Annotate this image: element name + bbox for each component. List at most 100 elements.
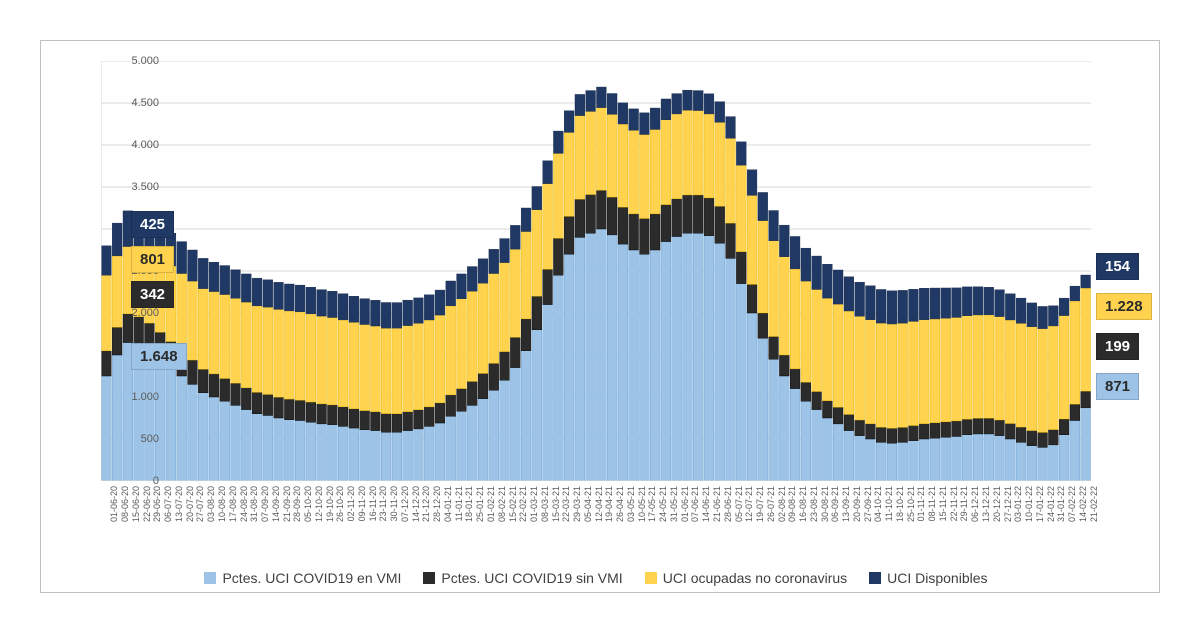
x-tick-label: 22-06-20	[142, 486, 152, 522]
callout-no_cv: 801	[131, 246, 174, 273]
x-tick-label: 16-11-20	[368, 486, 378, 521]
x-tick-label: 24-01-22	[1046, 486, 1056, 522]
x-tick-label: 28-09-20	[292, 486, 302, 522]
x-tick-label: 01-06-21	[680, 486, 690, 522]
legend-label-no-cv: UCI ocupadas no coronavirus	[663, 570, 847, 586]
x-tick-label: 19-07-21	[755, 486, 765, 522]
x-tick-label: 07-09-20	[260, 486, 270, 522]
y-tick-label: 2.000	[109, 307, 159, 319]
x-tick-label: 14-06-21	[701, 486, 711, 522]
legend-label-disp: UCI Disponibles	[887, 570, 987, 586]
x-tick-label: 01-06-20	[109, 486, 119, 522]
x-tick-label: 29-06-20	[152, 486, 162, 522]
x-tick-label: 14-02-22	[1078, 486, 1088, 522]
x-tick-label: 17-08-20	[228, 486, 238, 522]
x-tick-label: 28-12-20	[432, 486, 442, 522]
legend-swatch-sin-vmi	[423, 572, 435, 584]
y-tick-label: 4.000	[109, 139, 159, 151]
x-tick-label: 05-04-21	[583, 486, 593, 522]
stacked-area-svg	[101, 61, 1091, 481]
x-tick-label: 03-08-20	[206, 486, 216, 522]
x-tick-label: 11-10-21	[884, 486, 894, 521]
x-tick-label: 31-05-21	[669, 486, 679, 522]
y-tick-label: 3.500	[109, 181, 159, 193]
x-tick-label: 01-03-21	[529, 486, 539, 522]
x-tick-label: 31-01-22	[1056, 486, 1066, 522]
x-tick-label: 05-07-21	[734, 486, 744, 522]
x-tick-label: 07-06-21	[690, 486, 700, 522]
x-tick-label: 12-04-21	[594, 486, 604, 522]
x-tick-label: 30-11-20	[389, 486, 399, 521]
x-tick-label: 05-10-20	[303, 486, 313, 522]
x-tick-label: 11-01-21	[454, 486, 464, 521]
x-tick-label: 04-01-21	[443, 486, 453, 522]
x-tick-label: 21-12-20	[421, 486, 431, 522]
x-tick-label: 24-05-21	[658, 486, 668, 522]
chart-frame: 05001.0001.5002.0002.5003.0003.5004.0004…	[40, 40, 1160, 593]
x-tick-label: 16-08-21	[798, 486, 808, 522]
x-tick-label: 08-11-21	[927, 486, 937, 521]
x-tick-label: 25-01-21	[475, 486, 485, 522]
legend-swatch-no-cv	[645, 572, 657, 584]
y-tick-label: 4.500	[109, 97, 159, 109]
x-tick-label: 30-08-21	[820, 486, 830, 522]
legend-item-no-cv: UCI ocupadas no coronavirus	[645, 570, 847, 586]
x-tick-label: 07-12-20	[400, 486, 410, 522]
x-tick-label: 14-09-20	[271, 486, 281, 522]
x-tick-label: 10-01-22	[1024, 486, 1034, 522]
callout-vmi: 1.648	[131, 343, 187, 370]
callout-no_cv: 1.228	[1096, 293, 1152, 320]
x-tick-label: 26-07-21	[766, 486, 776, 522]
x-tick-label: 06-12-21	[970, 486, 980, 522]
x-tick-label: 21-06-21	[712, 486, 722, 522]
x-tick-label: 20-12-21	[992, 486, 1002, 522]
y-tick-label: 5.000	[109, 55, 159, 67]
plot-area	[101, 61, 1091, 481]
x-tick-label: 15-02-21	[508, 486, 518, 522]
legend-swatch-disp	[869, 572, 881, 584]
x-tick-label: 01-02-21	[486, 486, 496, 522]
x-tick-label: 20-09-21	[852, 486, 862, 522]
x-tick-label: 12-10-20	[314, 486, 324, 522]
x-tick-label: 03-01-22	[1013, 486, 1023, 522]
x-tick-label: 26-04-21	[615, 486, 625, 522]
x-tick-label: 29-03-21	[572, 486, 582, 522]
y-tick-label: 1.000	[109, 391, 159, 403]
legend-label-vmi: Pctes. UCI COVID19 en VMI	[222, 570, 401, 586]
y-tick-label: 500	[109, 433, 159, 445]
x-tick-label: 18-01-21	[464, 486, 474, 522]
legend-item-sin-vmi: Pctes. UCI COVID19 sin VMI	[423, 570, 622, 586]
callout-vmi: 871	[1096, 373, 1139, 400]
x-tick-label: 10-08-20	[217, 486, 227, 522]
x-tick-label: 22-02-21	[518, 486, 528, 522]
x-tick-label: 20-07-20	[185, 486, 195, 522]
callout-disp: 425	[131, 211, 174, 238]
x-tick-label: 15-06-20	[131, 486, 141, 522]
x-tick-label: 09-11-20	[357, 486, 367, 521]
x-tick-label: 19-10-20	[325, 486, 335, 522]
x-tick-label: 08-03-21	[540, 486, 550, 522]
callout-disp: 154	[1096, 253, 1139, 280]
x-tick-label: 24-08-20	[239, 486, 249, 522]
legend-swatch-vmi	[204, 572, 216, 584]
x-tick-label: 12-07-21	[744, 486, 754, 522]
legend-label-sin-vmi: Pctes. UCI COVID19 sin VMI	[441, 570, 622, 586]
x-tick-label: 07-02-22	[1067, 486, 1077, 522]
x-tick-label: 10-05-21	[637, 486, 647, 522]
x-tick-label: 06-07-20	[163, 486, 173, 522]
x-tick-label: 09-08-21	[787, 486, 797, 522]
legend: Pctes. UCI COVID19 en VMI Pctes. UCI COV…	[101, 570, 1091, 586]
x-tick-label: 27-12-21	[1003, 486, 1013, 522]
x-tick-label: 27-09-21	[863, 486, 873, 522]
x-tick-label: 13-09-21	[841, 486, 851, 522]
x-tick-label: 22-03-21	[561, 486, 571, 522]
x-tick-label: 17-05-21	[647, 486, 657, 522]
x-tick-label: 01-11-21	[916, 486, 926, 521]
x-tick-label: 23-08-21	[809, 486, 819, 522]
legend-item-vmi: Pctes. UCI COVID19 en VMI	[204, 570, 401, 586]
callout-sin_vmi: 342	[131, 281, 174, 308]
x-tick-label: 14-12-20	[411, 486, 421, 522]
x-tick-label: 27-07-20	[195, 486, 205, 522]
x-tick-label: 18-10-21	[895, 486, 905, 522]
x-tick-label: 28-06-21	[723, 486, 733, 522]
